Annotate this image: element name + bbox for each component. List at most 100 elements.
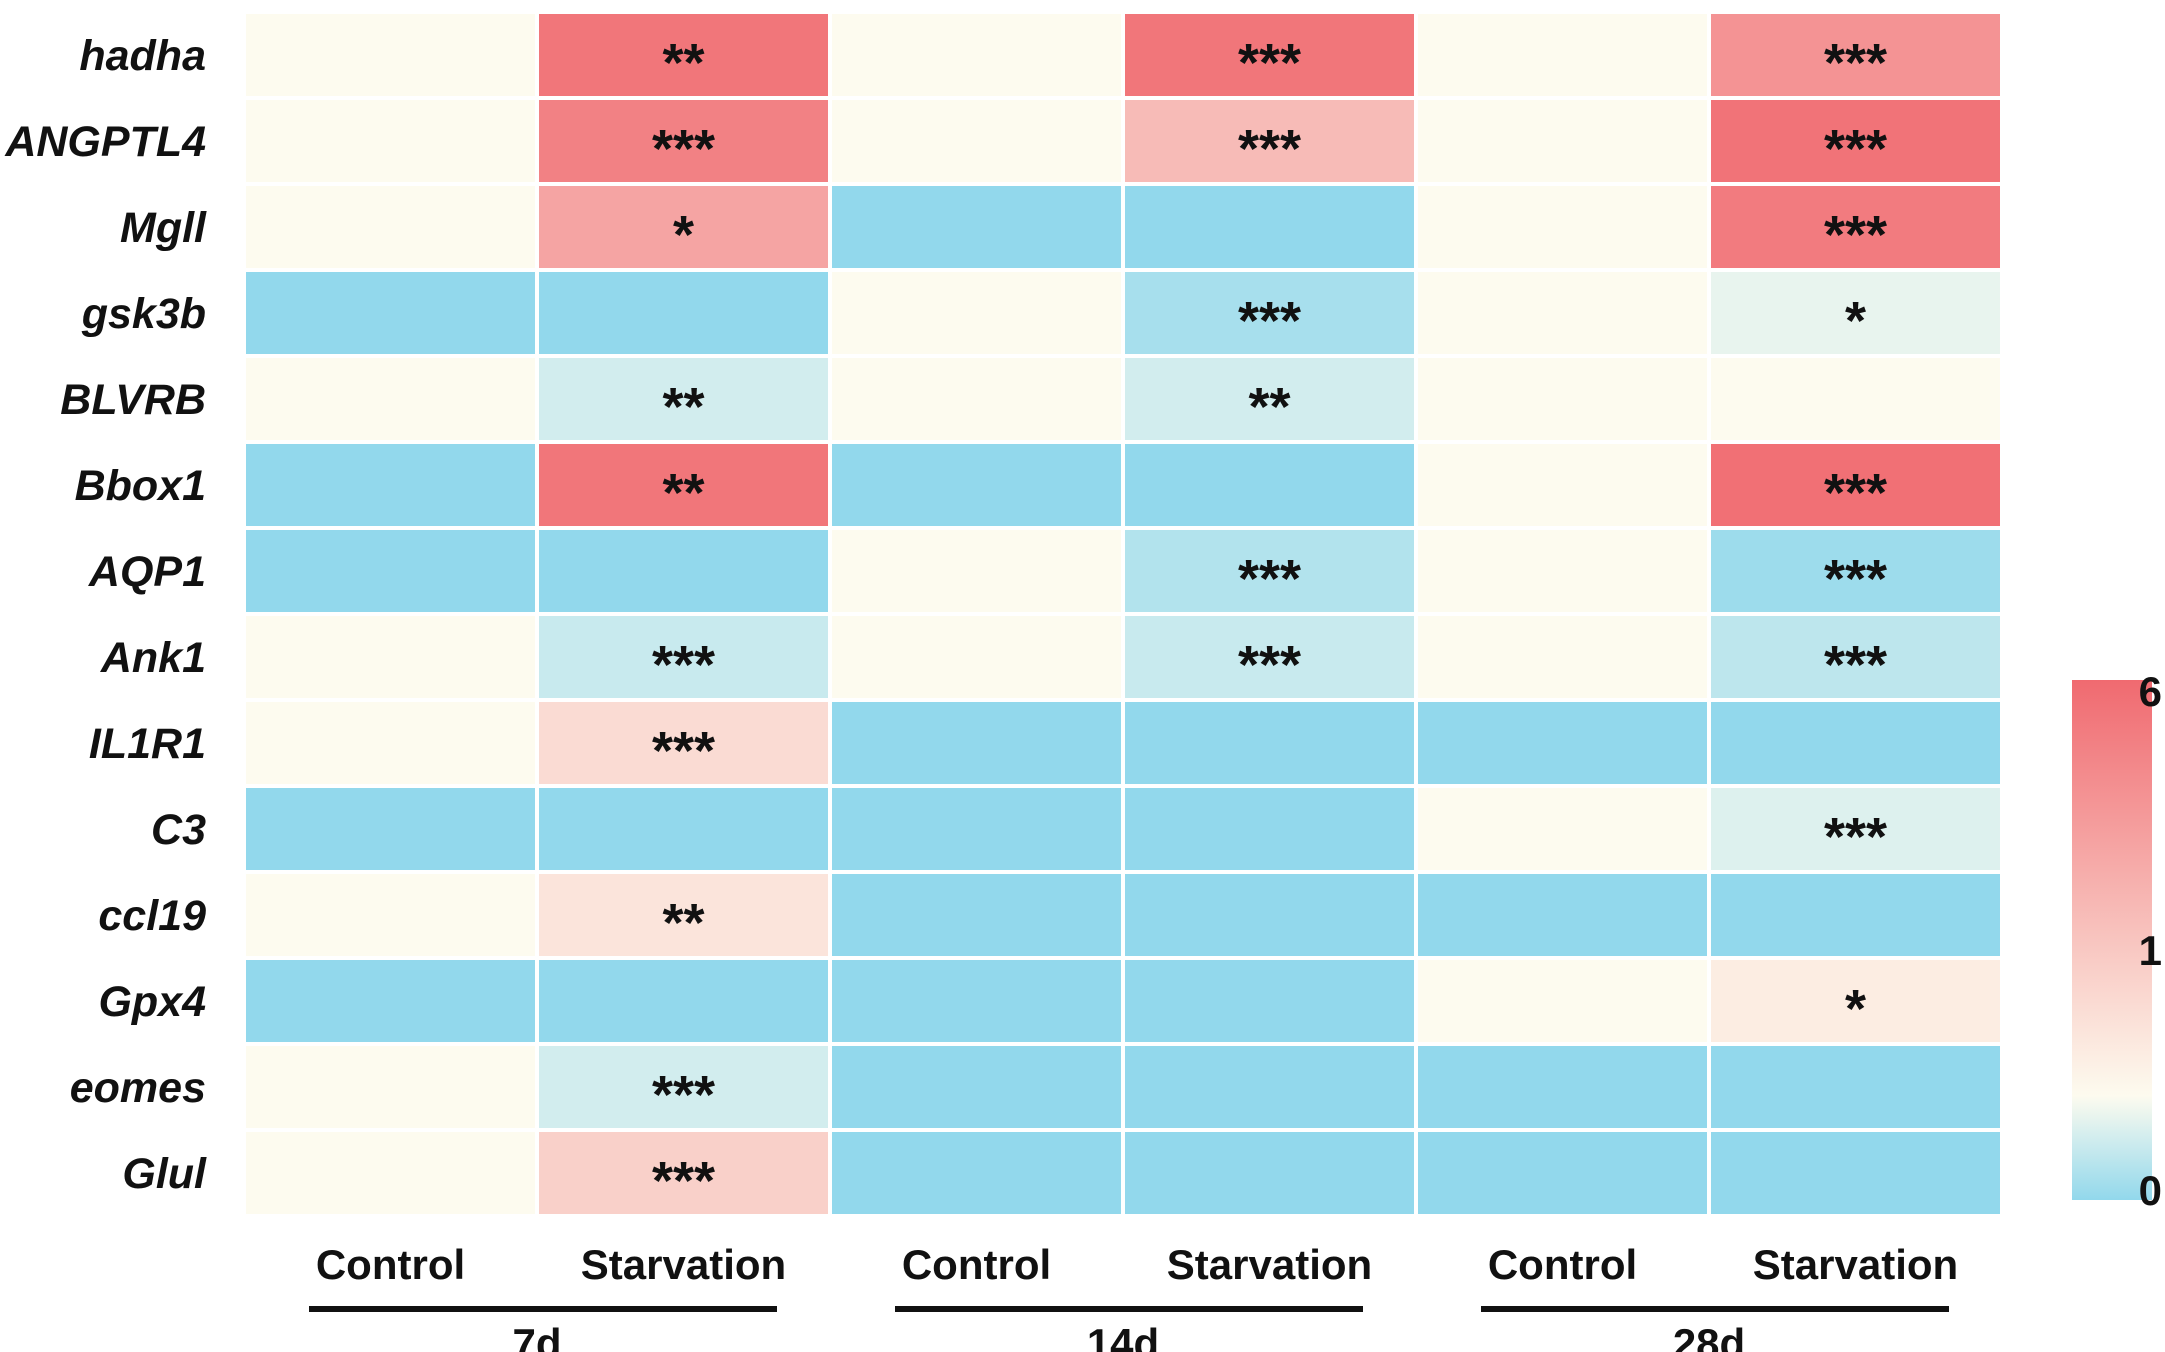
heatmap-cells <box>242 10 2004 1218</box>
heatmap-cell <box>535 870 832 960</box>
heatmap-cell <box>1707 784 2004 874</box>
heatmap-cell <box>1121 182 1418 272</box>
column-labels: Control Starvation Control Starvation Contro… <box>316 1241 1958 1288</box>
heatmap-cell <box>1414 182 1711 272</box>
heatmap-cell <box>535 698 832 788</box>
heatmap-cell <box>242 96 539 186</box>
significance-mark: *** <box>1824 205 1887 265</box>
heatmap-cell <box>828 1042 1125 1132</box>
column-label: Starvation <box>1167 1241 1372 1288</box>
heatmap-cell <box>1414 870 1711 960</box>
heatmap-cell <box>1707 1042 2004 1132</box>
heatmap-cell <box>242 698 539 788</box>
gene-label: ccl19 <box>98 892 206 940</box>
column-label: Starvation <box>581 1241 786 1288</box>
heatmap-cell <box>1121 956 1418 1046</box>
significance-mark: *** <box>1824 33 1887 93</box>
heatmap-cell <box>1707 354 2004 444</box>
gene-label: ANGPTL4 <box>4 118 206 166</box>
significance-mark: ** <box>662 893 704 953</box>
gene-label: Glul <box>122 1150 207 1198</box>
time-group-label: 7d <box>512 1320 561 1352</box>
heatmap-cell <box>828 96 1125 186</box>
heatmap-cell <box>1707 1128 2004 1218</box>
significance-mark: ** <box>1248 377 1290 437</box>
heatmap-cell <box>1121 870 1418 960</box>
significance-mark: * <box>1845 979 1866 1039</box>
gene-label: Bbox1 <box>75 462 206 510</box>
heatmap-cell <box>1707 698 2004 788</box>
heatmap-cell <box>828 956 1125 1046</box>
gene-label: BLVRB <box>60 376 206 424</box>
significance-mark: * <box>673 205 694 265</box>
gene-label: AQP1 <box>88 548 206 596</box>
heatmap-cell <box>1121 440 1418 530</box>
colorbar-mid-label: 1 <box>2139 927 2162 974</box>
heatmap-cell <box>242 440 539 530</box>
heatmap-cell <box>1414 698 1711 788</box>
heatmap-cell <box>1121 1128 1418 1218</box>
heatmap-cell <box>242 1128 539 1218</box>
heatmap-cell <box>828 10 1125 100</box>
heatmap-cell <box>828 268 1125 358</box>
heatmap-cell <box>242 612 539 702</box>
heatmap-cell <box>1121 354 1418 444</box>
time-group-label: 14d <box>1087 1320 1159 1352</box>
significance-mark: ** <box>662 377 704 437</box>
heatmap-cell <box>1707 956 2004 1046</box>
gene-label: C3 <box>151 806 206 854</box>
heatmap-cell <box>1707 526 2004 616</box>
heatmap-cell <box>242 182 539 272</box>
colorbar-gradient <box>2072 680 2152 1200</box>
heatmap-cell <box>1414 10 1711 100</box>
heatmap-cell <box>242 870 539 960</box>
heatmap-cell <box>535 612 832 702</box>
heatmap-cell <box>1707 440 2004 530</box>
time-group-labels: 7d 14d 28d <box>512 1320 1745 1352</box>
gene-label: Ank1 <box>100 634 206 682</box>
significance-mark: *** <box>1238 33 1301 93</box>
heatmap-cell <box>1707 268 2004 358</box>
heatmap-cell <box>1707 182 2004 272</box>
significance-mark: ** <box>662 33 704 93</box>
significance-mark: *** <box>652 119 715 179</box>
colorbar-min-label: 0 <box>2139 1167 2162 1214</box>
heatmap-cell <box>535 784 832 874</box>
significance-mark: *** <box>1238 291 1301 351</box>
heatmap-cell <box>828 870 1125 960</box>
heatmap-cell <box>242 268 539 358</box>
heatmap-cell <box>242 784 539 874</box>
heatmap-cell <box>828 354 1125 444</box>
heatmap-cell <box>828 698 1125 788</box>
significance-mark: *** <box>652 721 715 781</box>
heatmap-cell <box>1414 354 1711 444</box>
significance-marks: ** *** ****** *** **** ****** *** **** ****** ***… <box>652 33 1887 1211</box>
heatmap-cell <box>535 526 832 616</box>
heatmap-cell <box>535 1128 832 1218</box>
gene-label: gsk3b <box>81 290 206 338</box>
heatmap-cell <box>242 956 539 1046</box>
heatmap-cell <box>1707 870 2004 960</box>
heatmap-cell <box>1414 956 1711 1046</box>
significance-mark: *** <box>1824 549 1887 609</box>
heatmap-cell <box>828 182 1125 272</box>
column-label: Control <box>1488 1241 1637 1288</box>
significance-mark: *** <box>1824 463 1887 523</box>
heatmap-cell <box>1414 268 1711 358</box>
gene-label: Mgll <box>120 204 207 252</box>
colorbar-max-label: 6 <box>2139 668 2162 715</box>
group-underline <box>1481 1306 1949 1312</box>
significance-mark: *** <box>1824 807 1887 867</box>
heatmap-cell <box>828 612 1125 702</box>
significance-mark: *** <box>1824 635 1887 695</box>
heatmap-cell <box>242 1042 539 1132</box>
heatmap-cell <box>828 1128 1125 1218</box>
colorbar: 6 1 0 <box>2072 668 2162 1214</box>
heatmap-cell <box>535 10 832 100</box>
heatmap-cell <box>828 526 1125 616</box>
heatmap-cell <box>1414 784 1711 874</box>
heatmap-cell <box>828 440 1125 530</box>
significance-mark: *** <box>1238 549 1301 609</box>
heatmap-cell <box>1414 1128 1711 1218</box>
significance-mark: ** <box>662 463 704 523</box>
